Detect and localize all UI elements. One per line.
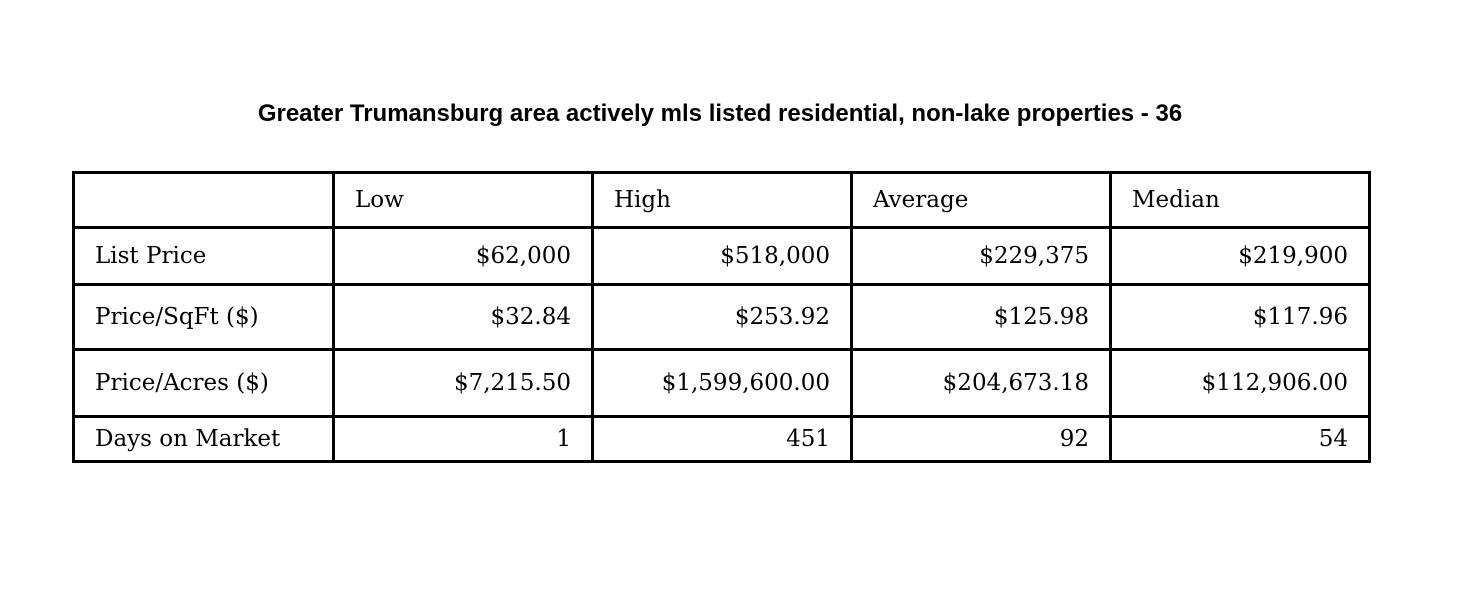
table-cell: $1,599,600.00 bbox=[591, 348, 853, 418]
header-cell-average: Average bbox=[850, 171, 1112, 229]
row-label: Price/Acres ($) bbox=[72, 348, 335, 418]
table-cell: $117.96 bbox=[1109, 283, 1371, 351]
table-row: Price/SqFt ($) $32.84 $253.92 $125.98 $1… bbox=[72, 283, 1371, 351]
table-cell: 54 bbox=[1109, 415, 1371, 463]
table-row: List Price $62,000 $518,000 $229,375 $21… bbox=[72, 226, 1371, 286]
table-cell: $253.92 bbox=[591, 283, 853, 351]
table-header-row: Low High Average Median bbox=[72, 171, 1371, 229]
table-cell: 92 bbox=[850, 415, 1112, 463]
table-cell: $229,375 bbox=[850, 226, 1112, 286]
table-row: Price/Acres ($) $7,215.50 $1,599,600.00 … bbox=[72, 348, 1371, 418]
table-cell: 451 bbox=[591, 415, 853, 463]
table-cell: $125.98 bbox=[850, 283, 1112, 351]
header-cell-empty bbox=[72, 171, 335, 229]
header-cell-high: High bbox=[591, 171, 853, 229]
table-cell: $518,000 bbox=[591, 226, 853, 286]
stats-table: Low High Average Median List Price $62,0… bbox=[72, 171, 1371, 463]
row-label: Days on Market bbox=[72, 415, 335, 463]
table-cell: $62,000 bbox=[332, 226, 594, 286]
table-cell: $219,900 bbox=[1109, 226, 1371, 286]
page-title: Greater Trumansburg area actively mls li… bbox=[257, 100, 1183, 127]
row-label: Price/SqFt ($) bbox=[72, 283, 335, 351]
table-cell: $204,673.18 bbox=[850, 348, 1112, 418]
header-cell-median: Median bbox=[1109, 171, 1371, 229]
table-cell: $7,215.50 bbox=[332, 348, 594, 418]
row-label: List Price bbox=[72, 226, 335, 286]
table-cell: $32.84 bbox=[332, 283, 594, 351]
table-cell: 1 bbox=[332, 415, 594, 463]
table-row: Days on Market 1 451 92 54 bbox=[72, 415, 1371, 463]
header-cell-low: Low bbox=[332, 171, 594, 229]
table-cell: $112,906.00 bbox=[1109, 348, 1371, 418]
